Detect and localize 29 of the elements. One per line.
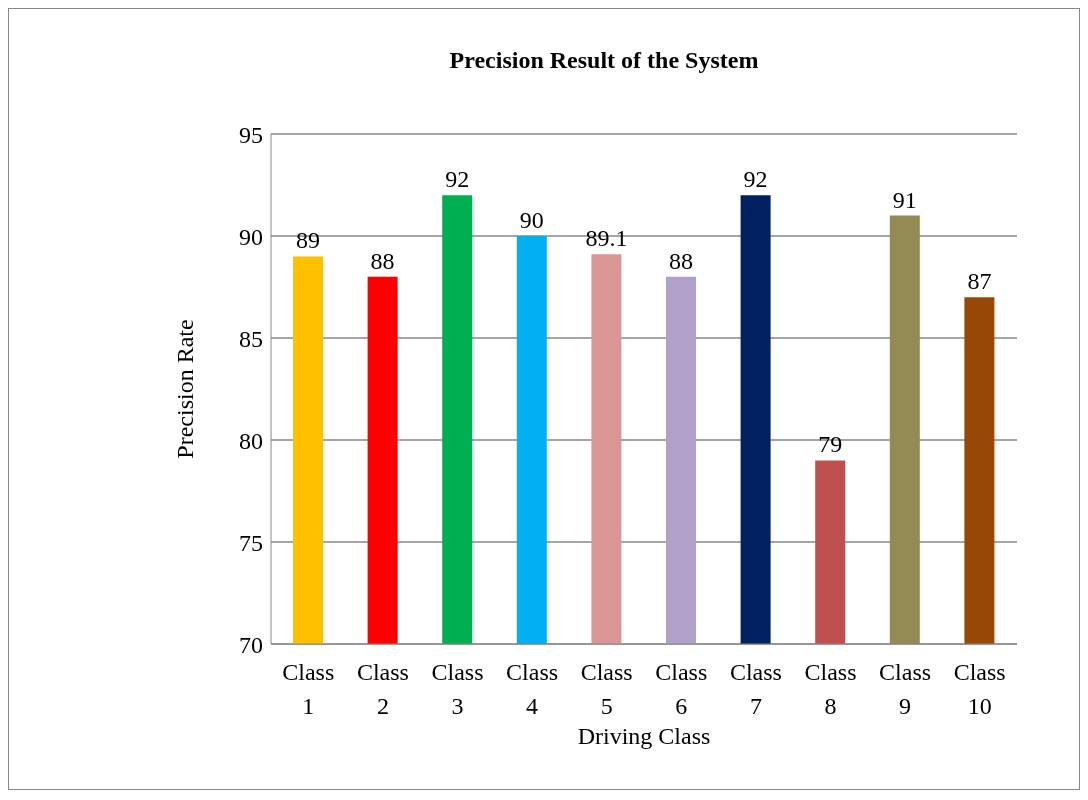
data-label: 89: [296, 227, 320, 254]
x-tick-label: Class 6: [655, 659, 708, 719]
y-tick-label: 75: [239, 529, 263, 556]
y-tick-label: 80: [239, 427, 263, 454]
y-tick-label: 95: [239, 121, 263, 148]
data-label: 92: [743, 166, 768, 193]
x-tick-label: Class 7: [729, 659, 782, 719]
data-label: 89.1: [585, 225, 628, 252]
x-tick-label: Class 10: [953, 659, 1006, 719]
x-tick-label: Class 4: [506, 659, 559, 719]
data-label: 90: [519, 207, 544, 233]
x-tick-label: Class 5: [580, 659, 633, 719]
x-tick-label: Class 1: [282, 659, 335, 719]
x-tick-label: Class 9: [879, 659, 932, 719]
x-axis-title: Driving Class: [577, 723, 711, 749]
data-label: 91: [892, 186, 917, 213]
y-tick-label: 90: [239, 223, 263, 250]
x-tick-label: Class 2: [356, 659, 409, 719]
x-tick-label: Class 8: [804, 659, 857, 719]
y-tick-label: 70: [239, 631, 263, 658]
y-tick-label: 85: [239, 325, 263, 352]
data-label: 88: [370, 247, 395, 274]
data-label: 79: [818, 431, 843, 458]
x-tick-label: Class 3: [431, 659, 484, 719]
data-label: 88: [669, 247, 693, 274]
data-label: 92: [445, 166, 470, 193]
y-axis-title: Precision Rate: [171, 319, 198, 459]
data-label: 87: [967, 268, 992, 295]
chart-title: Precision Result of the System: [448, 47, 760, 74]
